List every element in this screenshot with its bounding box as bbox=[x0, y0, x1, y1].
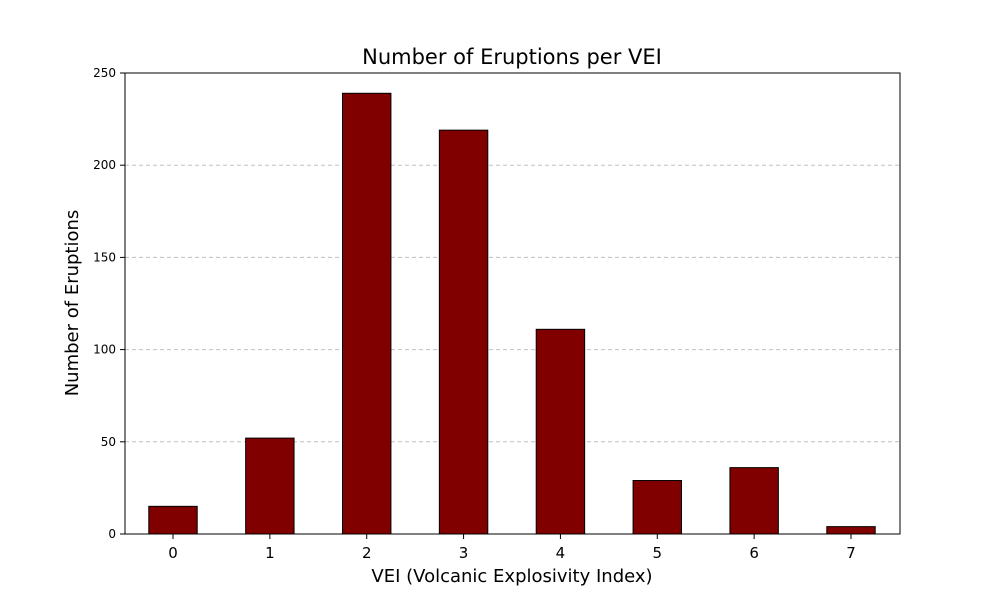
chart-title: Number of Eruptions per VEI bbox=[362, 45, 662, 69]
plot-frame bbox=[124, 72, 901, 535]
y-tick-label: 250 bbox=[93, 66, 116, 80]
y-tick-label: 50 bbox=[101, 435, 116, 449]
y-tick-label: 200 bbox=[93, 158, 116, 172]
bar-vei-5 bbox=[632, 480, 682, 535]
x-tick-label: 2 bbox=[362, 544, 372, 562]
bars bbox=[148, 92, 876, 535]
x-tick-label: 4 bbox=[556, 544, 566, 562]
x-tick-label: 3 bbox=[459, 544, 469, 562]
bar-vei-7 bbox=[826, 526, 876, 535]
bar-vei-6 bbox=[729, 467, 779, 535]
grid-lines bbox=[125, 164, 900, 443]
y-tick-label: 150 bbox=[93, 250, 116, 264]
bar-vei-0 bbox=[148, 505, 198, 535]
y-tick-label: 100 bbox=[93, 343, 116, 357]
bar-vei-3 bbox=[438, 129, 489, 535]
x-tick-label: 7 bbox=[846, 544, 856, 562]
x-tick-label: 5 bbox=[653, 544, 663, 562]
y-axis-label: Number of Eruptions bbox=[62, 210, 83, 397]
bar-vei-1 bbox=[245, 437, 295, 535]
bar-vei-4 bbox=[535, 328, 586, 535]
x-tick-label: 6 bbox=[749, 544, 759, 562]
bar-vei-2 bbox=[342, 92, 392, 535]
x-axis-ticks: 0 1 2 3 4 5 6 7 bbox=[168, 534, 856, 562]
x-axis-label: VEI (Volcanic Explosivity Index) bbox=[371, 566, 652, 587]
y-tick-label: 0 bbox=[108, 527, 116, 541]
y-axis-ticks: 0 50 100 150 200 250 bbox=[93, 66, 125, 541]
x-tick-label: 0 bbox=[168, 544, 178, 562]
x-tick-label: 1 bbox=[265, 544, 275, 562]
